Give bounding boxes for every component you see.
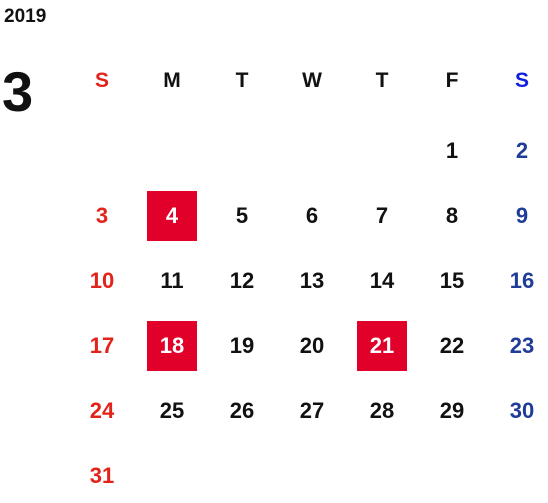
- day: 24: [89, 398, 115, 423]
- day: 26: [229, 398, 255, 423]
- day: 14: [369, 268, 395, 293]
- month: 3: [2, 60, 34, 123]
- marked-day: 21: [357, 321, 407, 371]
- weekday-label: T: [375, 69, 389, 92]
- day: 1: [445, 138, 459, 163]
- day: 11: [160, 268, 184, 293]
- day: 29: [439, 398, 465, 423]
- day: 3: [95, 203, 109, 228]
- weekday-label: T: [235, 69, 249, 92]
- day: 23: [509, 333, 535, 358]
- day: 13: [299, 268, 325, 293]
- day: 16: [509, 268, 535, 293]
- day: 9: [515, 203, 529, 228]
- year: 2019: [4, 6, 47, 27]
- marked-day: 4: [147, 191, 197, 241]
- day: 27: [299, 398, 325, 423]
- day: 25: [159, 398, 185, 423]
- day: 8: [445, 203, 459, 228]
- weekday-label: S: [94, 69, 109, 92]
- day: 22: [439, 333, 465, 358]
- day: 20: [299, 333, 325, 358]
- day: 31: [89, 463, 115, 488]
- weekday-label: S: [514, 69, 529, 92]
- day: 5: [235, 203, 249, 228]
- day: 19: [229, 333, 255, 358]
- day: 7: [375, 203, 389, 228]
- day: 28: [369, 398, 395, 423]
- day: 15: [439, 268, 465, 293]
- day: 17: [89, 333, 115, 358]
- day: 12: [229, 268, 255, 293]
- weekday-label: M: [163, 69, 181, 92]
- weekday-label: W: [302, 69, 322, 92]
- day: 30: [509, 398, 535, 423]
- marked-day: 18: [147, 321, 197, 371]
- weekday-label: F: [445, 69, 459, 92]
- day: 6: [305, 203, 319, 228]
- day: 10: [89, 268, 115, 293]
- day: 2: [515, 138, 529, 163]
